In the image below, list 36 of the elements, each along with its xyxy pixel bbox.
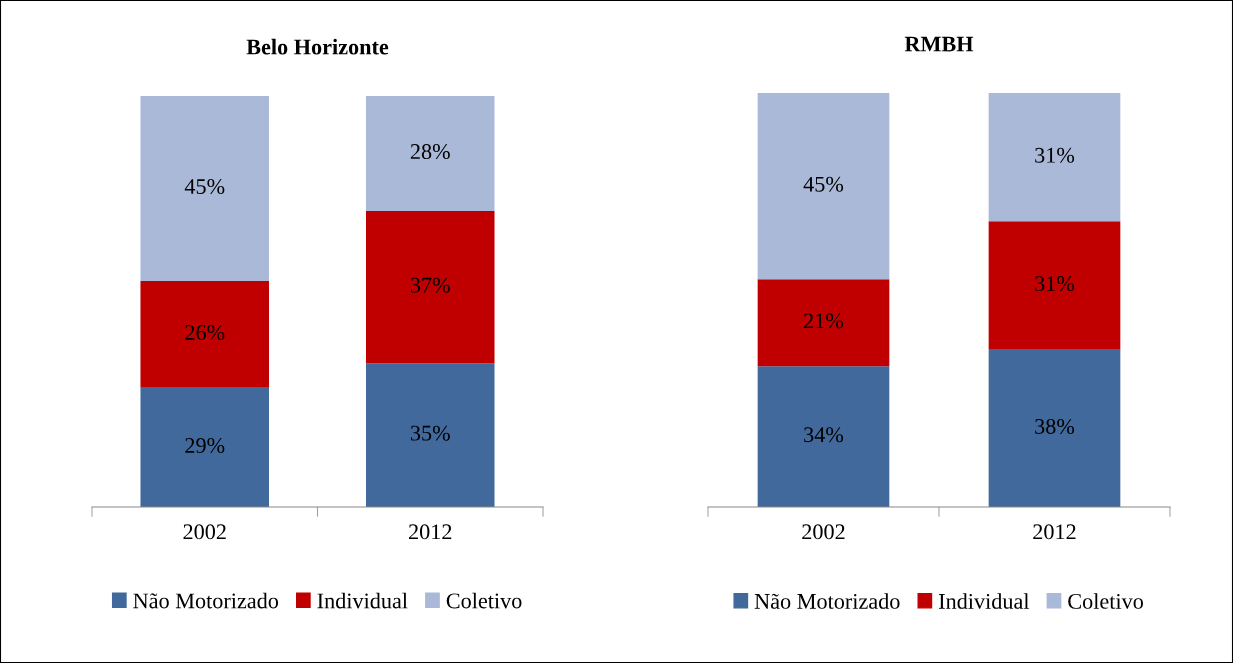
data-label: 38%	[1035, 418, 1075, 434]
chart-title: Belo Horizonte	[246, 38, 389, 55]
data-label: 34%	[804, 427, 844, 443]
legend-label: Não Motorizado	[133, 592, 279, 609]
bar	[140, 387, 270, 507]
bar	[988, 221, 1121, 350]
data-label: 45%	[184, 178, 225, 195]
x-tick-label: 2012	[1033, 524, 1076, 540]
legend-label: Individual	[317, 592, 408, 609]
bar	[140, 95, 270, 281]
data-label: 35%	[410, 425, 450, 441]
x-tick-label: 2002	[802, 524, 845, 540]
bar	[365, 363, 495, 507]
bar	[988, 93, 1121, 222]
x-tick-label: 2002	[183, 524, 226, 540]
legend-label: Coletivo	[446, 592, 522, 609]
legend-label: Individual	[938, 593, 1030, 609]
chart-title: RMBH	[904, 36, 974, 52]
bar	[988, 349, 1121, 507]
data-label: 21%	[804, 313, 844, 329]
data-label: 28%	[410, 144, 450, 160]
bar	[757, 93, 890, 280]
data-label: 31%	[1035, 147, 1075, 163]
data-label: 26%	[185, 324, 225, 340]
bar	[140, 280, 270, 388]
data-label: 45%	[803, 176, 844, 192]
data-label: 31%	[1035, 276, 1075, 292]
data-label: 29%	[185, 437, 225, 454]
legend-label: Coletivo	[1068, 593, 1143, 609]
bar	[365, 211, 495, 364]
bar	[757, 279, 890, 367]
data-label: 37%	[410, 277, 450, 293]
bar	[365, 95, 495, 212]
legend-label: Não Motorizado	[754, 593, 900, 609]
x-tick-label: 2012	[409, 524, 452, 540]
bar	[757, 366, 890, 507]
